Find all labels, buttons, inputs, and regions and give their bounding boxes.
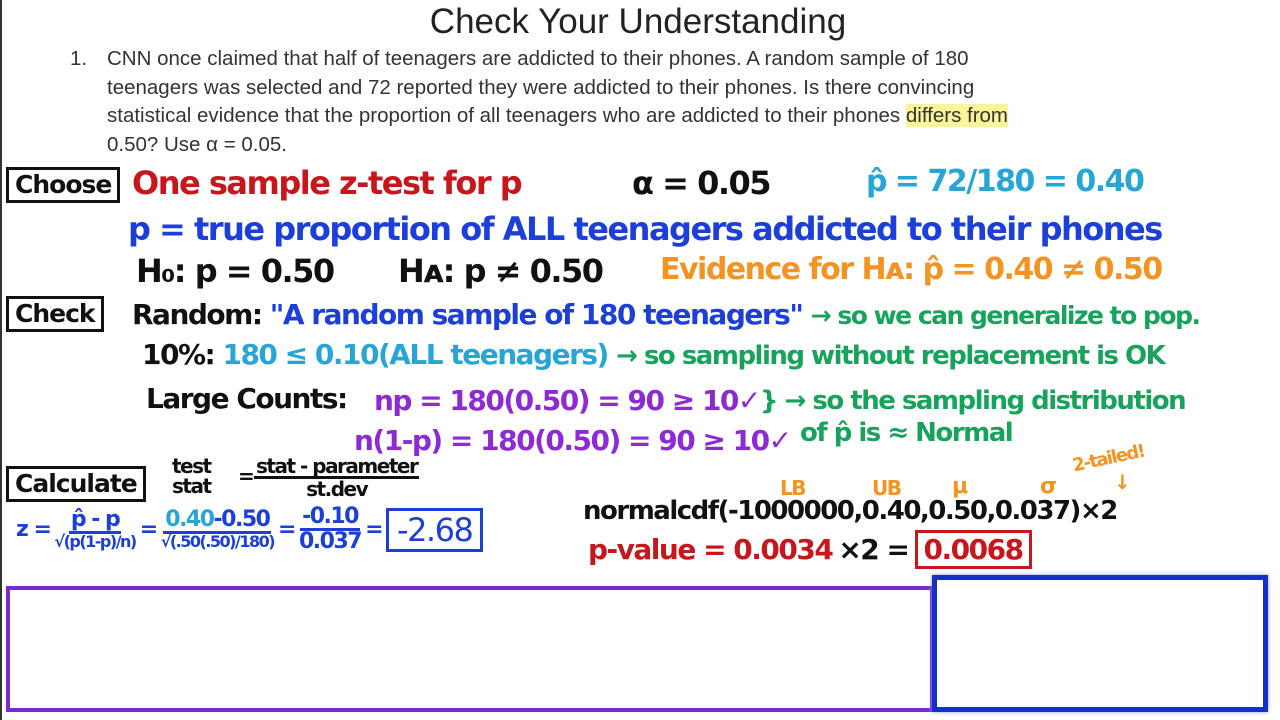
evidence-for-ha: Evidence for Hᴀ: p̂ = 0.40 ≠ 0.50 xyxy=(660,252,1163,287)
phat: p̂ = 72/180 = 0.40 xyxy=(866,164,1145,199)
random-quote: "A random sample of 180 teenagers" xyxy=(269,298,804,331)
ub-label: UB xyxy=(872,476,902,500)
z-label: z = xyxy=(16,517,52,542)
alpha: α = 0.05 xyxy=(632,164,772,202)
left-edge xyxy=(0,0,2,720)
answer-cover-box xyxy=(932,575,1268,712)
formula-denominator: st.dev xyxy=(306,477,368,501)
large-counts-note-2: of p̂ is ≈ Normal xyxy=(800,418,1014,448)
test-stat-eq: = xyxy=(238,464,255,488)
check-label: Check xyxy=(6,296,104,332)
random-label: Random: xyxy=(132,298,263,331)
question-number: 1. xyxy=(70,47,88,70)
large-counts-label: Large Counts: xyxy=(146,382,348,415)
two-tailed-note: 2-tailed! xyxy=(1070,440,1147,477)
z-den: √(p(1-p)/n) xyxy=(54,532,137,551)
highlighted-text: differs from xyxy=(905,104,1009,127)
z-result: -2.68 xyxy=(386,507,484,552)
question-line-text: statistical evidence that the proportion… xyxy=(107,104,906,127)
random-note: → so we can generalize to pop. xyxy=(810,301,1201,330)
eq: = xyxy=(139,517,158,542)
slide-title: Check Your Understanding xyxy=(429,2,847,41)
p-value-result: 0.0068 xyxy=(914,530,1032,569)
null-hypothesis: H₀: p = 0.50 xyxy=(136,252,335,290)
z-formula: p̂ - p √(p(1-p)/n) xyxy=(54,507,137,551)
mu-label: μ xyxy=(952,474,968,499)
parameter-definition: p = true proportion of ALL teenagers add… xyxy=(128,210,1163,248)
eq: = xyxy=(365,517,383,542)
ten-label: 10%: xyxy=(142,338,216,371)
p-value-line: p-value = 0.0034 ×2 = 0.0068 xyxy=(588,530,1032,569)
p-value-times: ×2 = xyxy=(838,533,910,566)
z-calculation: z = p̂ - p √(p(1-p)/n) = 0.40-0.50 √(.50(.… xyxy=(16,504,484,554)
ten-note: → so sampling without replacement is OK xyxy=(616,341,1166,371)
phat-value: 0.40 xyxy=(165,507,215,532)
ten-value: 180 ≤ 0.10(ALL teenagers) xyxy=(222,338,609,371)
question-line: teenagers was selected and 72 reported t… xyxy=(107,75,975,99)
calculate-label: Calculate xyxy=(6,466,146,502)
z-simplified: -0.10 0.037 xyxy=(298,504,363,554)
large-counts-nq: n(1-p) = 180(0.50) = 90 ≥ 10✓ xyxy=(354,424,792,457)
p-value-null: -0.50 xyxy=(213,507,271,532)
test-stat-label: test stat xyxy=(172,454,212,498)
eq: = xyxy=(278,517,296,542)
ten-percent-condition: 10%: 180 ≤ 0.10(ALL teenagers) → so samp… xyxy=(142,338,1166,371)
large-counts-note: } → so the sampling distribution xyxy=(760,386,1187,416)
choose-label: Choose xyxy=(6,167,121,203)
sigma-label: σ xyxy=(1040,474,1057,499)
test-name: One sample z-test for p xyxy=(132,164,523,202)
simp-den: 0.037 xyxy=(298,529,363,554)
test-stat-formula: stat - parameter st.dev xyxy=(254,454,420,501)
question-line: statistical evidence that the proportion… xyxy=(107,102,1009,131)
question-line: 0.50? Use α = 0.05. xyxy=(107,132,287,156)
simp-num: -0.10 xyxy=(300,504,360,531)
large-counts-np: np = 180(0.50) = 90 ≥ 10✓ xyxy=(374,384,761,417)
normalcdf: normalcdf(-1000000,0.40,0.50,0.037)×2 xyxy=(583,496,1118,526)
lb-label: LB xyxy=(780,476,807,500)
question-line: CNN once claimed that half of teenagers … xyxy=(107,47,969,70)
p-value-label: p-value = 0.0034 xyxy=(588,533,834,566)
arrow-icon: ↓ xyxy=(1114,470,1131,494)
sub-den: √(.50(.50)/180) xyxy=(160,532,276,551)
question-text: CNN once claimed that half of teenagers … xyxy=(107,45,1009,159)
formula-numerator: stat - parameter xyxy=(254,454,420,479)
z-num: p̂ - p xyxy=(68,507,122,534)
conclude-cover-box xyxy=(6,586,934,712)
random-condition: Random: "A random sample of 180 teenager… xyxy=(132,298,1201,331)
alt-hypothesis: Hᴀ: p ≠ 0.50 xyxy=(398,252,604,290)
z-substituted: 0.40-0.50 √(.50(.50)/180) xyxy=(160,507,276,551)
